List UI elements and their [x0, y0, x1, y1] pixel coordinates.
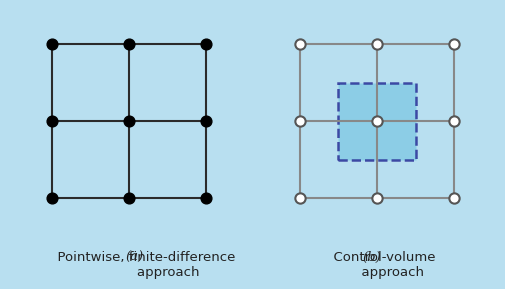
Point [48, 42, 56, 47]
Point [48, 196, 56, 201]
Point [295, 42, 304, 47]
Bar [338, 83, 415, 160]
Text: Pointwise, finite-difference
                approach: Pointwise, finite-difference approach [32, 251, 235, 279]
Text: (b): (b) [362, 251, 381, 264]
Point [48, 119, 56, 124]
Point [125, 119, 133, 124]
Point [201, 119, 210, 124]
Point [125, 196, 133, 201]
Point [372, 196, 380, 201]
Point [449, 196, 457, 201]
Point [449, 119, 457, 124]
Point [372, 42, 380, 47]
Text: Control-volume
          approach: Control-volume approach [308, 251, 435, 279]
Point [295, 196, 304, 201]
Point [201, 42, 210, 47]
Point [125, 42, 133, 47]
Point [449, 42, 457, 47]
Point [372, 119, 380, 124]
Point [201, 196, 210, 201]
Text: (a): (a) [125, 251, 143, 264]
Point [295, 119, 304, 124]
